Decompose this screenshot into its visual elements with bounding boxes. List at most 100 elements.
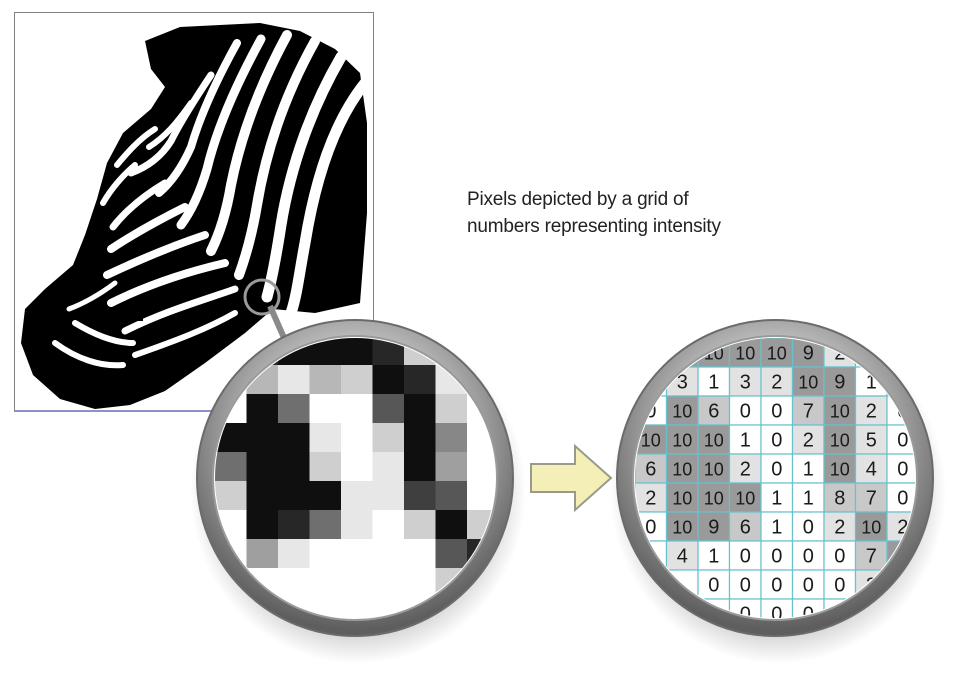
grid-cell (760, 424, 794, 455)
intensity-value: 10 (672, 489, 692, 509)
pixel-cell (309, 365, 342, 395)
intensity-value: 6 (708, 401, 719, 423)
pixel-cell (309, 423, 342, 453)
intensity-value: 0 (771, 575, 782, 597)
pixel-cell (404, 481, 437, 511)
pixel-cell (215, 481, 248, 511)
intensity-value: 10 (861, 518, 881, 538)
intensity-value: 0 (834, 546, 845, 568)
pixel-cell (435, 539, 468, 569)
intensity-value: 3 (740, 372, 751, 394)
intensity-value: 2 (740, 459, 751, 481)
pixel-cell (404, 510, 437, 540)
grid-cell (697, 366, 731, 397)
intensity-value: 0 (834, 575, 845, 597)
pixel-cell (467, 481, 495, 511)
intensity-value: 3 (645, 343, 656, 365)
pixel-cell (467, 338, 495, 366)
intensity-value: 0 (740, 575, 751, 597)
pixel-cell (372, 365, 405, 395)
zebra-image (14, 12, 374, 412)
intensity-value: 3 (677, 372, 688, 394)
pixel-cell (278, 510, 311, 540)
grid-cell (665, 395, 699, 426)
intensity-value: 7 (866, 488, 877, 510)
intensity-value: 10 (672, 431, 692, 451)
intensity-value: 0 (771, 401, 782, 423)
intensity-value: 7 (866, 546, 877, 568)
pixel-cell (341, 597, 374, 618)
pixel-cell (215, 452, 248, 482)
pixel-cell (246, 452, 279, 482)
pixel-cell (246, 481, 279, 511)
pixel-cell (215, 338, 248, 366)
grid-cell (854, 424, 888, 455)
intensity-value: 2 (645, 488, 656, 510)
pixel-cell (341, 481, 374, 511)
grid-cell (697, 424, 731, 455)
intensity-value: 0 (897, 459, 908, 481)
grid-cell (635, 338, 668, 368)
pixel-cell (309, 481, 342, 511)
caption-line-1: Pixels depicted by a grid of (467, 189, 689, 210)
intensity-value: 0 (771, 546, 782, 568)
grid-cell (823, 395, 857, 426)
intensity-value: 0 (708, 575, 719, 597)
pixel-cell (404, 394, 437, 424)
grid-cell (823, 482, 857, 513)
intensity-value: 0 (803, 517, 814, 539)
grid-cell (635, 453, 668, 484)
grid-cell (760, 511, 794, 542)
pixel-cell (278, 394, 311, 424)
pixel-cell (309, 597, 342, 618)
grid-cell (728, 540, 762, 571)
pixel-cell (341, 568, 374, 598)
grid-cell (823, 569, 857, 600)
pixel-cell (309, 452, 342, 482)
pixel-cell (246, 394, 279, 424)
intensity-value: 4 (866, 459, 877, 481)
intensity-value: 0 (740, 401, 751, 423)
pixel-cell (341, 394, 374, 424)
pixel-cell (278, 423, 311, 453)
intensity-value: 10 (798, 373, 818, 393)
grid-cell (854, 395, 888, 426)
intensity-value: 1 (771, 517, 782, 539)
pixel-cell (278, 539, 311, 569)
pixel-cell (435, 481, 468, 511)
intensity-value: 6 (645, 459, 656, 481)
intensity-value: 10 (767, 344, 787, 364)
intensity-value: 0 (771, 459, 782, 481)
intensity-value: 10 (672, 518, 692, 538)
grid-cell (823, 540, 857, 571)
pixel-cell (309, 510, 342, 540)
intensity-value: 10 (704, 460, 724, 480)
intensity-value: 2 (866, 401, 877, 423)
zebra-silhouette (15, 13, 373, 409)
intensity-value: 10 (830, 460, 850, 480)
intensity-value: 1 (771, 488, 782, 510)
intensity-value: 0 (803, 575, 814, 597)
intensity-value: 1 (803, 488, 814, 510)
intensity-value: 0 (740, 546, 751, 568)
grid-cell (728, 424, 762, 455)
pixel-cell (404, 452, 437, 482)
pixel-cell (341, 365, 374, 395)
pixel-cell (246, 539, 279, 569)
intensity-value: 2 (834, 517, 845, 539)
grid-cell (760, 395, 794, 426)
intensity-value: 10 (672, 460, 692, 480)
grid-cell (791, 482, 825, 513)
pixel-cell (309, 394, 342, 424)
pixel-cell (404, 539, 437, 569)
pixel-cell (341, 510, 374, 540)
grid-cell (791, 540, 825, 571)
pixel-cell (372, 423, 405, 453)
intensity-value: 9 (834, 372, 845, 394)
intensity-value: 10 (830, 402, 850, 422)
intensity-value: 6 (740, 517, 751, 539)
intensity-value: 10 (830, 431, 850, 451)
intensity-value: 10 (735, 489, 755, 509)
intensity-value: 10 (672, 402, 692, 422)
